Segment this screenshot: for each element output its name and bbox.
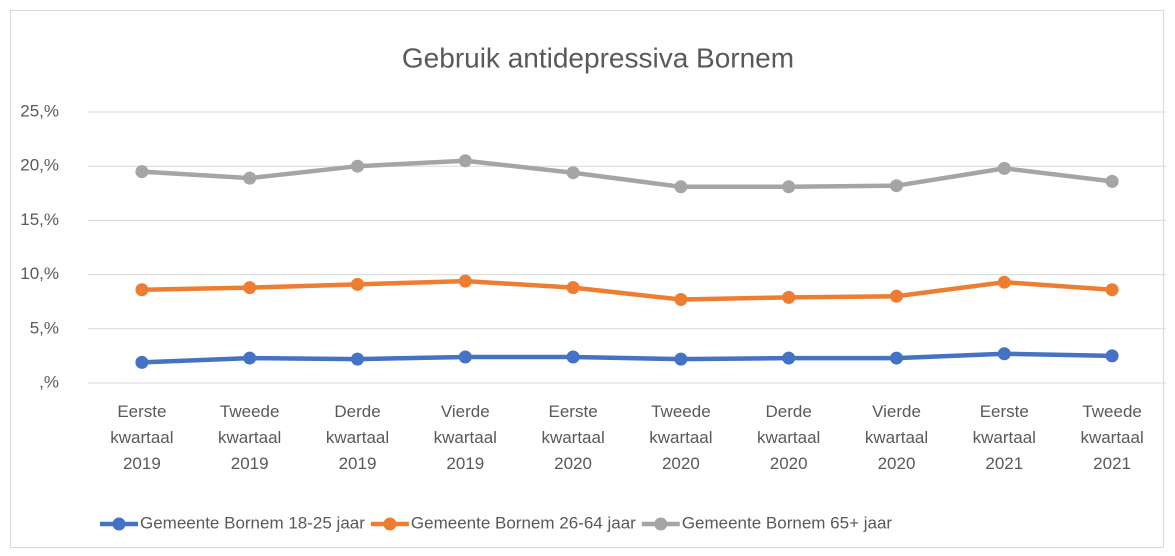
- data-point: [243, 171, 257, 185]
- data-point: [135, 355, 149, 369]
- data-point: [782, 180, 796, 194]
- x-tick-label: Derde kwartaal 2020: [757, 402, 821, 473]
- data-point: [566, 350, 580, 364]
- y-tick-label: 5,%: [30, 318, 59, 337]
- y-tick-label: 15,%: [20, 210, 59, 229]
- y-tick-label: 25,%: [20, 101, 59, 120]
- series-line: [141, 158, 1113, 190]
- legend-label: Gemeente Bornem 65+ jaar: [682, 513, 893, 532]
- x-tick-label: Derde kwartaal 2019: [325, 402, 390, 473]
- series-line: [141, 351, 1113, 365]
- x-tick-label: Tweede kwartaal 2020: [649, 402, 713, 473]
- legend-marker: [383, 517, 397, 531]
- legend-marker: [654, 517, 668, 531]
- data-point: [566, 281, 580, 295]
- data-point: [243, 351, 257, 365]
- x-tick-label: Vierde kwartaal 2020: [864, 402, 929, 473]
- data-point: [997, 161, 1011, 175]
- data-point: [890, 289, 903, 303]
- series-line: [141, 278, 1113, 302]
- x-tick-label: Eerste kwartaal 2019: [110, 402, 174, 473]
- data-point: [135, 165, 149, 179]
- x-tick-label: Eerste kwartaal 2020: [541, 402, 605, 473]
- data-point: [782, 290, 796, 304]
- data-point: [1105, 174, 1119, 188]
- x-tick-label: Tweede kwartaal 2019: [218, 402, 282, 473]
- legend-label: Gemeente Bornem 26-64 jaar: [411, 513, 636, 532]
- data-point: [243, 281, 257, 295]
- data-point: [890, 179, 903, 193]
- chart-border: [10, 10, 1164, 548]
- legend-label: Gemeente Bornem 18-25 jaar: [140, 513, 365, 532]
- data-point: [351, 277, 364, 291]
- data-point: [674, 293, 688, 307]
- data-point: [458, 274, 472, 288]
- y-tick-label: ,%: [39, 372, 59, 391]
- data-point: [458, 154, 472, 168]
- data-point: [674, 180, 688, 194]
- data-point: [890, 351, 903, 365]
- data-point: [997, 347, 1011, 361]
- data-point: [566, 166, 580, 180]
- chart-title: Gebruik antidepressiva Bornem: [402, 42, 794, 73]
- data-point: [782, 351, 796, 365]
- data-point: [135, 283, 149, 297]
- y-tick-label: 20,%: [20, 156, 59, 175]
- data-point: [351, 352, 364, 366]
- legend-marker: [112, 517, 126, 531]
- x-tick-label: Tweede kwartaal 2021: [1080, 402, 1144, 473]
- data-point: [1105, 283, 1119, 297]
- y-tick-label: 10,%: [20, 264, 59, 283]
- x-tick-label: Eerste kwartaal 2021: [972, 402, 1036, 473]
- data-point: [997, 275, 1011, 289]
- x-tick-label: Vierde kwartaal 2019: [433, 402, 497, 473]
- data-point: [351, 159, 364, 173]
- data-point: [674, 352, 688, 366]
- data-point: [1105, 349, 1119, 363]
- data-point: [458, 350, 472, 364]
